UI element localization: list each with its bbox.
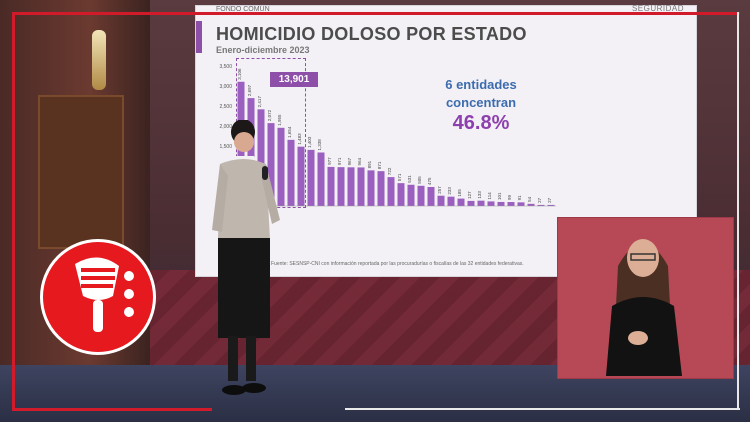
chart-bar — [297, 146, 305, 206]
chart-bar — [287, 139, 295, 206]
bar-value-label: 871 — [377, 161, 382, 169]
bar-value-label: 971 — [337, 157, 342, 165]
bar-value-label: 101 — [497, 192, 502, 200]
stat-concentrate: concentran — [445, 95, 517, 110]
bar-value-label: 571 — [397, 173, 402, 181]
chart-bar — [257, 109, 265, 206]
bar-value-label: 1,338 — [317, 139, 322, 151]
bar-value-label: 531 — [407, 175, 412, 183]
chart-bar — [527, 203, 535, 206]
y-tick-label: 3,000 — [219, 84, 232, 90]
y-tick-label: 2,500 — [219, 104, 232, 110]
stat-percentage: 46.8% — [452, 112, 510, 134]
bar-value-label: 54 — [527, 196, 532, 202]
bar-value-label: 114 — [487, 192, 492, 200]
screen-topline: FONDO COMÚN — [216, 6, 270, 13]
homicide-bar-chart: 05001,0001,5002,0002,5003,0003,5003,1062… — [219, 64, 556, 210]
frame-right-line — [737, 12, 739, 410]
chart-bar — [427, 187, 435, 206]
bar-value-label: 27 — [537, 197, 542, 203]
chart-bar — [537, 204, 545, 206]
bar-value-label: 233 — [447, 187, 452, 195]
y-tick-label: 2,000 — [219, 124, 232, 130]
stat-entities: 6 entidades — [445, 77, 517, 92]
bar-value-label: 964 — [357, 157, 362, 165]
interpreter-person — [606, 239, 682, 376]
bar-value-label: 2,697 — [247, 84, 252, 96]
sign-interpreter-panel — [557, 217, 734, 379]
chart-bar — [357, 167, 365, 206]
frame-top-line — [12, 12, 740, 15]
bar-value-label: 2,417 — [257, 96, 262, 108]
chart-bar — [397, 183, 405, 206]
bar-value-label: 891 — [367, 160, 372, 168]
chart-bar — [437, 195, 445, 206]
bar-value-label: 133 — [477, 191, 482, 199]
bar-value-label: 185 — [457, 189, 462, 197]
chart-bar — [337, 167, 345, 206]
chart-bar — [347, 167, 355, 206]
bar-value-label: 127 — [467, 191, 472, 199]
chart-bar — [417, 185, 425, 206]
microphone-icon — [75, 257, 134, 332]
chart-bar — [547, 204, 555, 206]
bar-value-label: 475 — [427, 177, 432, 185]
chart-bar — [327, 166, 335, 206]
chart-bar — [387, 177, 395, 206]
bar-value-label: 91 — [517, 195, 522, 201]
bar-value-label: 27 — [547, 197, 552, 203]
frame-left-line — [12, 12, 15, 410]
total-callout: 13,901 — [270, 72, 318, 87]
bar-value-label: 99 — [507, 195, 512, 201]
chart-bar — [367, 170, 375, 206]
chart-bar — [307, 149, 315, 206]
bar-value-label: 2,072 — [267, 109, 272, 121]
chart-bar — [377, 171, 385, 206]
bar-value-label: 1,483 — [297, 133, 302, 145]
bar-value-label: 977 — [327, 157, 332, 165]
screen-logo-text: SEGURIDAD — [631, 4, 684, 13]
wall-lamp — [92, 30, 106, 90]
bar-value-label: 257 — [437, 186, 442, 194]
speaker-person — [212, 120, 280, 395]
chart-bar — [507, 202, 515, 206]
bar-value-label: 1,955 — [277, 114, 282, 126]
frame-bottom-white-line — [345, 408, 740, 410]
frame-bottom-red-line — [12, 408, 212, 411]
y-tick-label: 3,500 — [219, 64, 232, 70]
bar-value-label: 1,403 — [307, 136, 312, 148]
chart-bar — [267, 123, 275, 206]
bar-value-label: 3,106 — [237, 68, 242, 80]
chart-bar — [517, 202, 525, 206]
chart-bar — [277, 127, 285, 206]
chart-bar — [447, 196, 455, 206]
chart-source: Fuente: SESNSP-CNI con información repor… — [271, 261, 524, 267]
y-tick-label: 1,500 — [219, 144, 232, 150]
chart-bar — [467, 200, 475, 206]
bar-value-label: 967 — [347, 157, 352, 165]
title-accent-bar — [196, 21, 202, 53]
chart-bar — [247, 98, 255, 206]
wooden-cabinet — [38, 95, 124, 249]
chart-subtitle: Enero-diciembre 2023 — [216, 45, 310, 55]
radio-logo — [40, 239, 156, 355]
chart-bar — [487, 201, 495, 206]
bar-value-label: 722 — [387, 167, 392, 175]
bar-value-label: 505 — [417, 176, 422, 184]
chart-bar — [407, 184, 415, 206]
chart-bar — [457, 198, 465, 206]
chart-title: HOMICIDIO DOLOSO POR ESTADO — [216, 24, 527, 44]
chart-bar — [497, 201, 505, 206]
chart-bar — [317, 152, 325, 206]
chart-bar — [477, 200, 485, 206]
bar-value-label: 1,654 — [287, 126, 292, 138]
